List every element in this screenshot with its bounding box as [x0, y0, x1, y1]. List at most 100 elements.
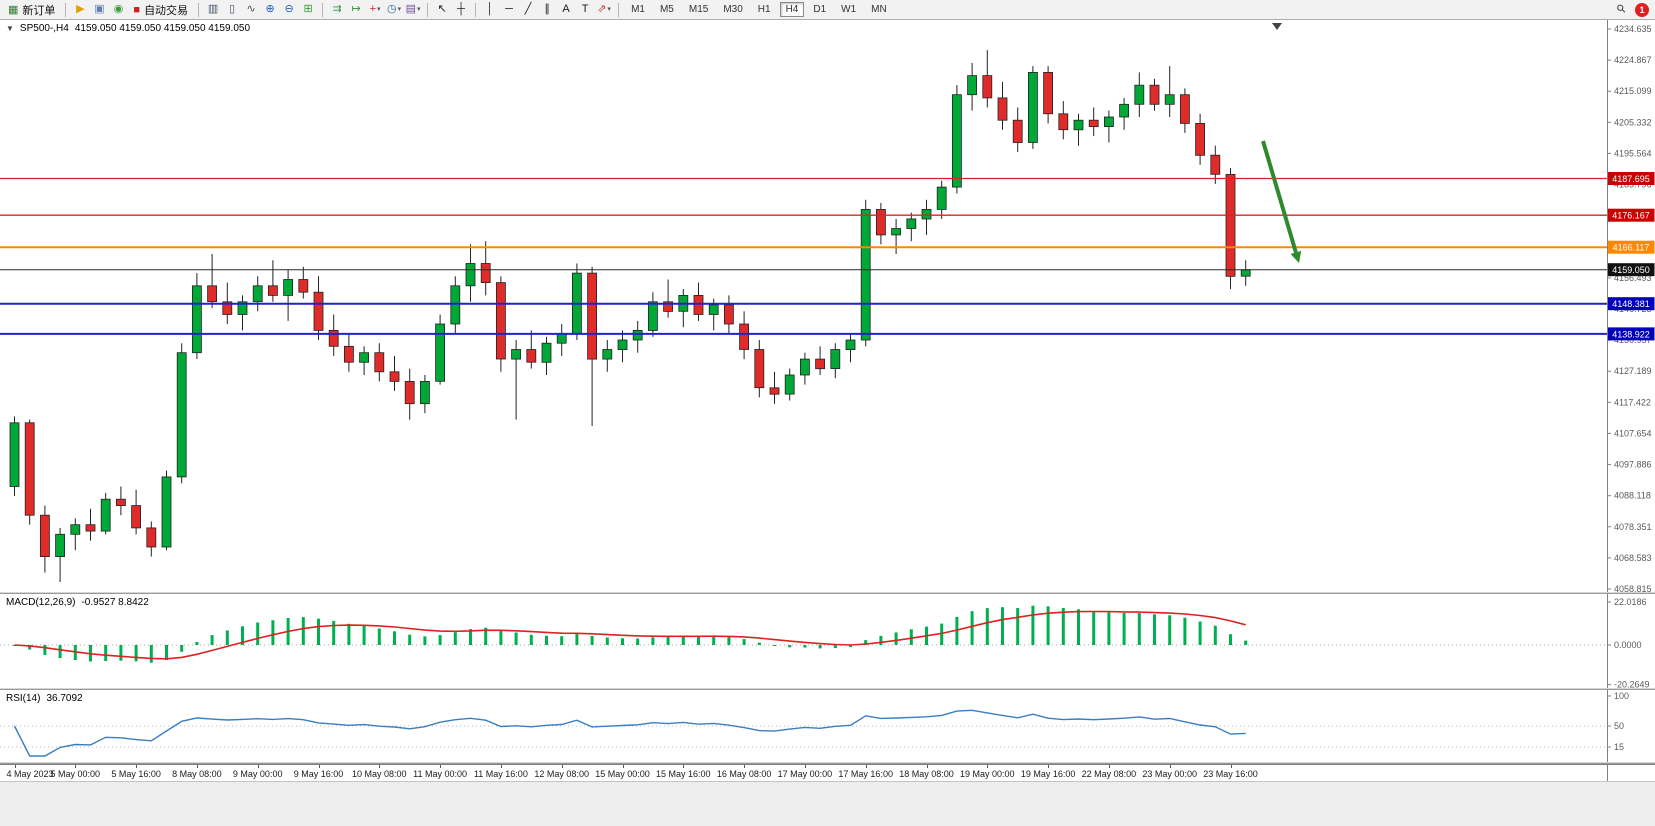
search-icon-glyph: ⚲: [1614, 2, 1629, 17]
equidistant-channel-icon[interactable]: ∥: [538, 1, 556, 18]
annotation-arrow: [1261, 140, 1298, 253]
new-window-icon[interactable]: ▣: [90, 1, 108, 18]
chart-shift-icon[interactable]: ↦: [347, 1, 365, 18]
time-tick: [500, 765, 502, 768]
trendline-icon[interactable]: ╱: [519, 1, 537, 18]
periods-button[interactable]: ◷ ▾: [385, 1, 403, 18]
time-label: 9 May 16:00: [293, 769, 344, 779]
time-label: 8 May 08:00: [172, 769, 222, 779]
time-label: 17 May 16:00: [838, 769, 893, 779]
time-tick: [622, 765, 624, 768]
timeframe-m5[interactable]: M5: [659, 4, 674, 15]
horizontal-line-icon[interactable]: ─: [500, 1, 518, 18]
toolbar-separator: [475, 2, 477, 17]
rsi-panel[interactable]: 100 50 15 RSI(14) 36.7092: [0, 690, 1655, 762]
svg-text:4068.583: 4068.583: [1614, 553, 1652, 563]
time-tick: [804, 765, 806, 768]
templates-button[interactable]: ▤ ▾: [404, 1, 422, 18]
candlestick-chart-icon-glyph: ▯: [229, 3, 236, 15]
svg-text:-20.2649: -20.2649: [1614, 680, 1650, 688]
arrows-icon-caret: ▾: [607, 6, 611, 13]
auto-scroll-icon-glyph: ⇉: [332, 3, 342, 15]
cursor-icon-glyph: ↖: [437, 3, 447, 15]
svg-text:4138.922: 4138.922: [1612, 329, 1650, 339]
auto-scroll-icon[interactable]: ⇉: [328, 1, 346, 18]
bar-chart-icon[interactable]: ▥: [204, 1, 222, 18]
zoom-in-icon-glyph: ⊕: [265, 3, 275, 15]
timeframe-m30[interactable]: M30: [723, 4, 743, 15]
new-order-button[interactable]: ▦ 新订单: [3, 1, 60, 18]
svg-text:4224.867: 4224.867: [1614, 55, 1652, 65]
time-tick: [196, 765, 198, 768]
svg-text:4127.189: 4127.189: [1614, 366, 1652, 376]
arrows-icon-glyph: ⇗: [597, 3, 607, 15]
notification-badge[interactable]: 1: [1635, 2, 1649, 17]
text-label-icon[interactable]: T: [576, 1, 594, 18]
autotrading-button-icon: ■: [133, 3, 141, 16]
zoom-out-icon[interactable]: ⊖: [280, 1, 298, 18]
oneclick-collapse-icon[interactable]: ▼: [6, 24, 14, 33]
time-tick: [1230, 765, 1232, 768]
time-label: 18 May 08:00: [899, 769, 954, 779]
time-tick: [744, 765, 746, 768]
time-axis[interactable]: 4 May 2023 5 May 00:00 5 May 16:00 8 May 08…: [0, 764, 1655, 781]
vertical-line-icon[interactable]: │: [481, 1, 499, 18]
time-label: 23 May 16:00: [1203, 769, 1258, 779]
rsi-canvas: 100 50 15: [0, 690, 1655, 762]
rsi-label: RSI(14) 36.7092: [6, 693, 83, 704]
svg-text:4058.815: 4058.815: [1614, 584, 1652, 592]
macd-panel[interactable]: 22.0186 0.0000 -20.2649 MACD(12,26,9) -0.9…: [0, 594, 1655, 688]
indicators-button-caret: ▾: [377, 6, 381, 13]
svg-text:22.0186: 22.0186: [1614, 597, 1647, 607]
timeframe-h4[interactable]: H4: [779, 2, 805, 17]
timeframe-d1[interactable]: D1: [813, 4, 827, 15]
autotrading-button-label: 自动交易: [144, 4, 189, 17]
chart-shift-icon-glyph: ↦: [351, 3, 361, 15]
price-chart-canvas[interactable]: 4234.635 4224.867 4215.099 4205.332 4195.564…: [0, 20, 1655, 592]
macd-canvas: 22.0186 0.0000 -20.2649: [0, 594, 1655, 688]
svg-text:4159.050: 4159.050: [1612, 265, 1650, 275]
time-tick: [1108, 765, 1110, 768]
timeframe-mn[interactable]: MN: [871, 4, 887, 15]
macd-signal-line: [14, 610, 1246, 660]
zoom-out-icon-glyph: ⊖: [284, 3, 294, 15]
cursor-icon[interactable]: ↖: [433, 1, 451, 18]
rsi-splitter[interactable]: [0, 688, 1655, 690]
toolbar-separator: [618, 2, 620, 17]
time-tick: [440, 765, 442, 768]
autotrading-button[interactable]: ■ 自动交易: [128, 1, 193, 18]
chart-title: ▼ SP500-,H4 4159.050 4159.050 4159.050 4…: [6, 23, 250, 34]
line-chart-icon[interactable]: ∿: [242, 1, 260, 18]
candlestick-chart-icon[interactable]: ▯: [223, 1, 241, 18]
time-label: 19 May 00:00: [960, 769, 1015, 779]
timeframe-m15[interactable]: M15: [688, 4, 709, 15]
search-icon[interactable]: ⚲: [1613, 1, 1631, 18]
bar-chart-icon-glyph: ▥: [207, 3, 219, 15]
svg-text:4117.422: 4117.422: [1614, 397, 1651, 407]
axis-divider: [1607, 765, 1608, 781]
timeframe-h1[interactable]: H1: [757, 4, 771, 15]
main-chart-panel[interactable]: 4234.635 4224.867 4215.099 4205.332 4195.564…: [0, 20, 1655, 592]
indicators-button[interactable]: + ▾: [366, 1, 384, 18]
svg-text:0.0000: 0.0000: [1614, 640, 1642, 650]
templates-button-glyph: ▤: [405, 3, 416, 15]
new-order-button-label: 新订单: [22, 4, 56, 17]
timeframe-w1[interactable]: W1: [841, 4, 857, 15]
crosshair-icon[interactable]: ┼: [452, 1, 470, 18]
arrows-icon[interactable]: ⇗ ▾: [595, 1, 613, 18]
vertical-line-icon-glyph: │: [486, 3, 494, 15]
horn-icon-glyph: ▶: [76, 3, 85, 15]
rsi-value: 36.7092: [46, 693, 83, 704]
toolbar-separator: [322, 2, 324, 17]
timeframe-m1[interactable]: M1: [631, 4, 645, 15]
horn-icon[interactable]: ▶: [71, 1, 89, 18]
profiles-icon[interactable]: ◉: [109, 1, 127, 18]
tile-windows-icon[interactable]: ⊞: [299, 1, 317, 18]
time-tick: [1169, 765, 1171, 768]
time-label: 10 May 08:00: [352, 769, 407, 779]
zoom-in-icon[interactable]: ⊕: [261, 1, 279, 18]
macd-splitter[interactable]: [0, 592, 1655, 594]
text-icon[interactable]: A: [557, 1, 575, 18]
svg-text:4215.099: 4215.099: [1614, 86, 1652, 96]
toolbar-separator: [198, 2, 200, 17]
